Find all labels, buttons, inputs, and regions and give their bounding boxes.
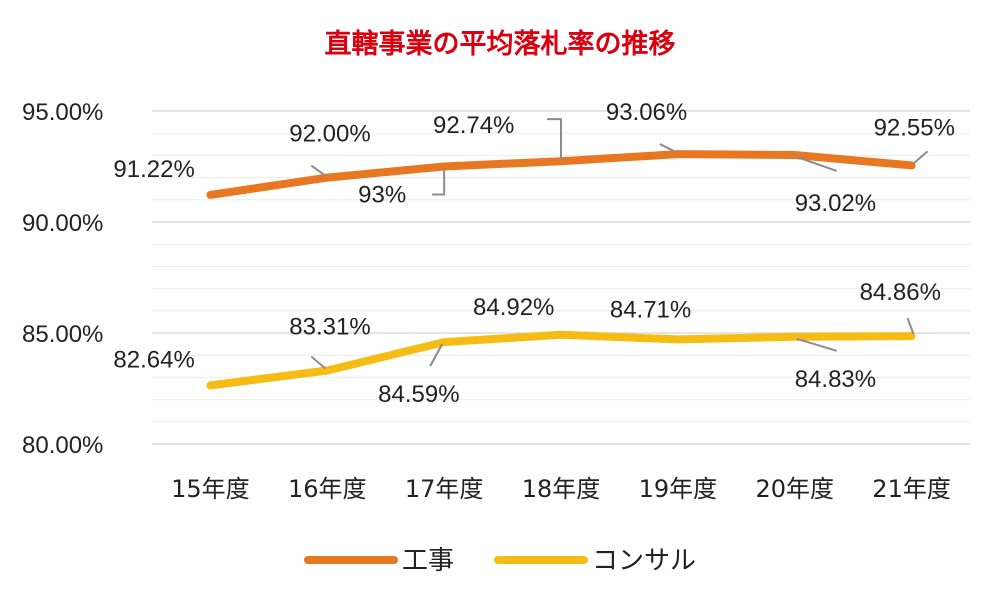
data-label: 83.31% xyxy=(289,314,370,341)
series-lines xyxy=(206,150,916,390)
y-tick-label: 80.00% xyxy=(22,432,103,459)
y-tick-label: 85.00% xyxy=(22,321,103,348)
chart-title: 直轄事業の平均落札率の推移 xyxy=(324,29,676,60)
leader-line xyxy=(429,343,444,367)
data-label: 84.92% xyxy=(473,294,554,321)
x-axis-ticks: 15年度 16年度 17年度 18年度 19年度 20年度 21年度 xyxy=(171,475,951,503)
y-tick-label: 95.00% xyxy=(22,99,103,126)
leader-line xyxy=(906,317,915,335)
data-label: 93.06% xyxy=(606,99,687,126)
leader-line xyxy=(659,143,677,153)
x-tick-label: 17年度 xyxy=(405,475,484,503)
leader-line xyxy=(432,168,446,196)
x-tick-label: 20年度 xyxy=(755,475,834,503)
leader-line xyxy=(310,164,326,177)
data-label: 82.64% xyxy=(113,346,194,373)
legend-label: コンサル xyxy=(592,546,696,576)
data-label: 93.02% xyxy=(795,190,876,217)
legend: 工事 コンサル xyxy=(304,546,696,576)
x-tick-label: 21年度 xyxy=(872,475,951,503)
x-tick-label: 16年度 xyxy=(288,475,367,503)
data-label: 92.74% xyxy=(433,112,514,139)
leader-line xyxy=(796,156,838,172)
x-tick-label: 18年度 xyxy=(522,475,601,503)
data-label: 84.59% xyxy=(378,381,459,408)
series-line-consultant xyxy=(206,330,916,390)
data-label: 92.00% xyxy=(289,121,370,148)
leader-line xyxy=(547,118,562,160)
data-label: 84.86% xyxy=(860,279,941,306)
legend-label: 工事 xyxy=(402,546,454,576)
x-tick-label: 15年度 xyxy=(171,475,250,503)
data-label: 91.22% xyxy=(113,156,194,183)
data-labels: 91.22% 92.00% 93% 92.74% 93.06% 93.02% 92.55% 8… xyxy=(113,99,955,408)
y-axis-ticks: 95.00% 90.00% 85.00% 80.00% xyxy=(22,99,103,459)
series-line-construction xyxy=(206,150,916,199)
data-label: 93% xyxy=(358,182,406,209)
data-label: 84.71% xyxy=(610,296,691,323)
y-tick-label: 90.00% xyxy=(22,210,103,237)
leader-line xyxy=(912,150,929,165)
data-label: 84.83% xyxy=(795,366,876,393)
data-label: 92.55% xyxy=(874,114,955,141)
leader-line xyxy=(310,355,326,370)
leader-line xyxy=(796,337,838,352)
x-tick-label: 19年度 xyxy=(639,475,718,503)
